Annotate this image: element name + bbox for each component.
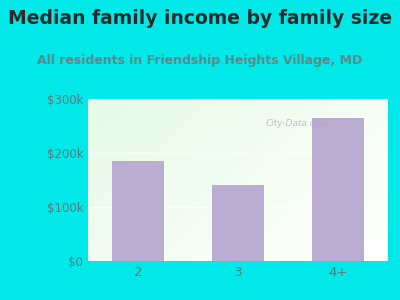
Bar (112, 161, 164, 261)
Text: All residents in Friendship Heights Village, MD: All residents in Friendship Heights Vill… (37, 54, 363, 67)
Bar (312, 118, 364, 261)
Text: City-Data.com: City-Data.com (266, 119, 330, 128)
Bar (212, 185, 264, 261)
Text: Median family income by family size: Median family income by family size (8, 9, 392, 28)
